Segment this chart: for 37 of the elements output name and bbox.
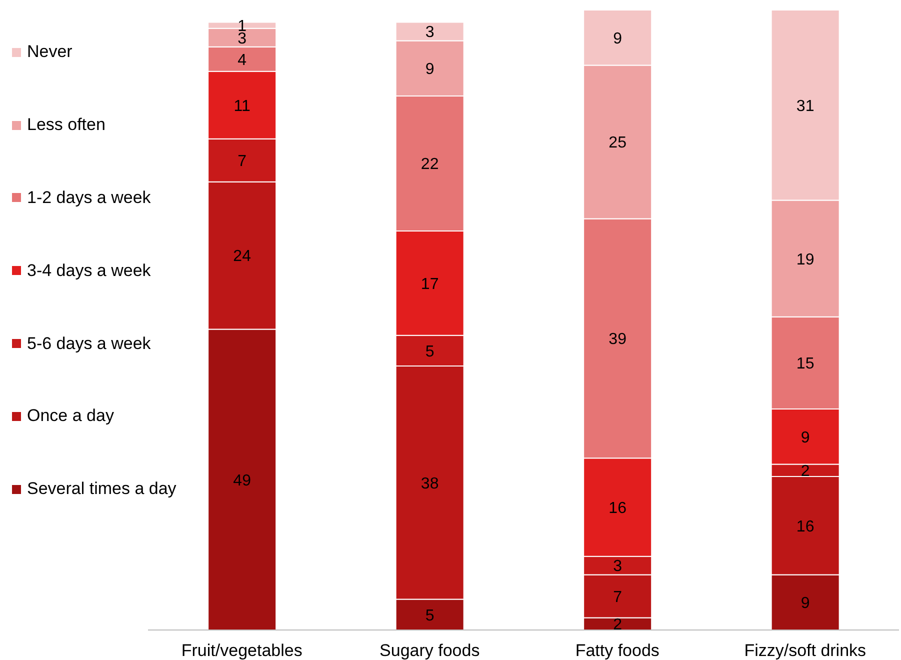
data-label: 9 (800, 429, 810, 446)
legend-label: Several times a day (27, 479, 176, 500)
data-label: 5 (425, 343, 434, 360)
data-label: 3 (613, 558, 622, 576)
data-label: 39 (608, 331, 627, 348)
data-label: 4 (238, 52, 247, 69)
x-tick-label: Fatty foods (575, 641, 660, 660)
data-label: 2 (800, 463, 810, 480)
data-label: 24 (233, 248, 252, 266)
legend-label: 5-6 days a week (27, 334, 151, 354)
legend-label: Less often (27, 115, 106, 136)
data-label: 49 (233, 472, 252, 490)
data-label: 7 (613, 588, 622, 606)
data-label: 16 (608, 500, 627, 517)
legend-label: 1-2 days a week (27, 188, 151, 208)
data-label: 38 (420, 475, 439, 492)
data-label: 16 (796, 518, 814, 536)
data-label: 31 (796, 98, 814, 115)
data-label: 5 (425, 607, 434, 624)
data-label: 25 (608, 134, 627, 152)
data-label: 9 (800, 595, 810, 612)
x-tick-label: Fizzy/soft drinks (744, 641, 866, 660)
data-label: 2 (613, 616, 622, 634)
data-label: 17 (420, 276, 439, 293)
data-label: 3 (425, 24, 434, 42)
legend-label: 3-4 days a week (27, 260, 151, 281)
x-tick-label: Sugary foods (380, 641, 480, 660)
legend-label: Never (27, 42, 72, 62)
data-label: 7 (238, 153, 247, 170)
data-label: 19 (796, 251, 814, 268)
data-label: 9 (425, 60, 434, 78)
data-label: 9 (613, 30, 622, 48)
data-label: 22 (420, 156, 439, 174)
x-tick-label: Fruit/vegetables (181, 641, 302, 660)
data-label: 11 (234, 98, 250, 115)
data-label: 15 (796, 356, 814, 373)
legend-label: Once a day (27, 406, 114, 426)
